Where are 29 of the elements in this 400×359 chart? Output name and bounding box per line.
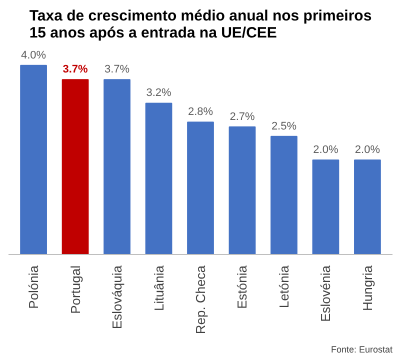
x-tick-label: Lituânia bbox=[151, 264, 166, 312]
x-tick-label: Eslovénia bbox=[318, 264, 334, 322]
data-label: 3.7% bbox=[104, 64, 130, 76]
bar bbox=[228, 126, 256, 254]
x-tick-label: Estónia bbox=[234, 264, 250, 309]
x-tick-label: Hungria bbox=[360, 264, 375, 312]
bar bbox=[20, 64, 47, 254]
bar bbox=[187, 122, 214, 254]
data-label: 3.7% bbox=[62, 64, 88, 76]
x-tick-label: Portugal bbox=[68, 265, 83, 314]
bar bbox=[104, 79, 130, 254]
bar bbox=[145, 102, 172, 254]
bar bbox=[312, 159, 340, 254]
chart-title: Taxa de crescimento médio anual nos primeiros 15 anos após a entrada na UE/CEE bbox=[29, 8, 372, 42]
x-tick-label: Eslováquia bbox=[110, 264, 125, 330]
data-label: 2.7% bbox=[230, 110, 255, 123]
data-label: 2.5% bbox=[271, 120, 297, 132]
data-label: 3.2% bbox=[146, 87, 172, 100]
x-tick-label: Polónia bbox=[26, 264, 42, 309]
x-tick-label: Letónia bbox=[276, 264, 292, 308]
source-note: Fonte: Eurostat bbox=[330, 344, 393, 354]
bar bbox=[354, 159, 381, 254]
data-label: 4.0% bbox=[21, 49, 46, 62]
data-label: 2.0% bbox=[313, 144, 338, 156]
bar bbox=[62, 79, 89, 254]
data-label: 2.8% bbox=[188, 106, 214, 118]
bar bbox=[270, 136, 298, 254]
data-label: 2.0% bbox=[354, 144, 380, 156]
x-tick-label: Rep. Checa bbox=[193, 264, 208, 334]
